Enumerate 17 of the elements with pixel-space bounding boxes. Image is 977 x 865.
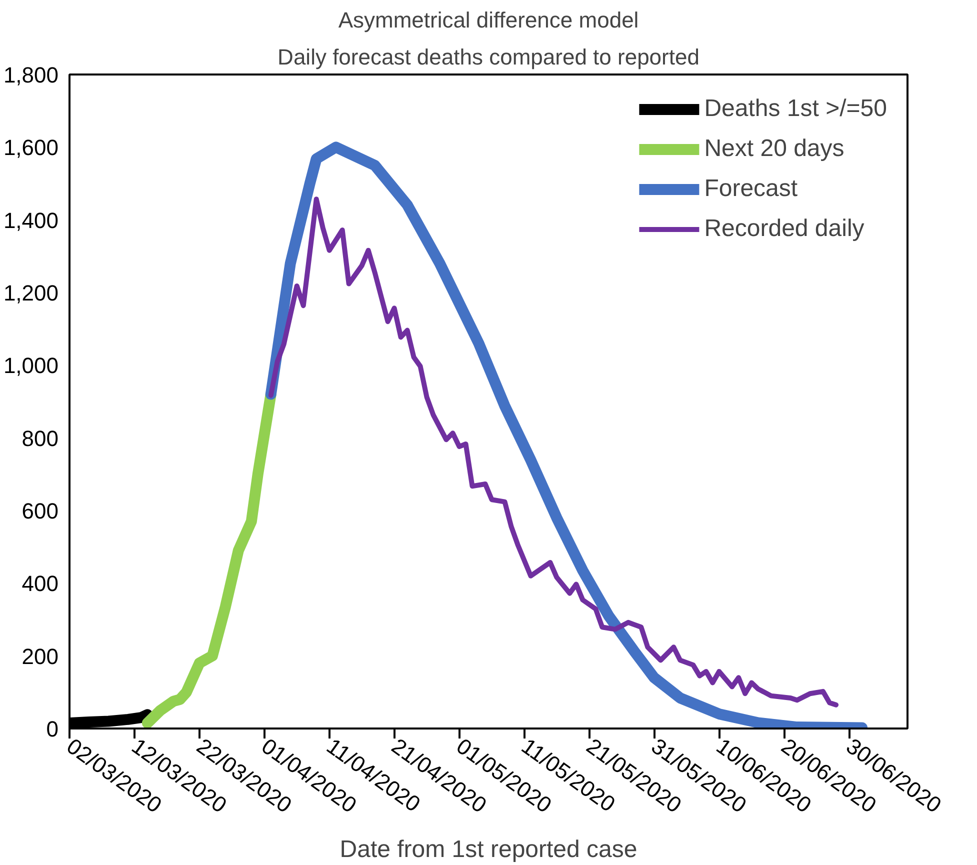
y-tick-label: 600 — [22, 498, 59, 524]
chart-title: Asymmetrical difference model — [338, 8, 639, 32]
y-tick-label: 1,800 — [3, 62, 59, 88]
y-tick-label: 400 — [22, 571, 59, 596]
x-axis-title: Date from 1st reported case — [340, 836, 638, 863]
y-tick-label: 800 — [22, 426, 59, 451]
y-tick-label: 1,200 — [3, 280, 59, 306]
legend-label: Forecast — [704, 175, 798, 203]
y-tick-label: 1,000 — [3, 353, 59, 378]
y-tick-label: 0 — [46, 716, 59, 742]
chart-subtitle: Daily forecast deaths compared to reported — [278, 44, 700, 70]
y-tick-label: 200 — [22, 644, 59, 669]
legend-label: Recorded daily — [704, 215, 864, 243]
legend-label: Deaths 1st >/=50 — [704, 95, 887, 123]
legend-label: Next 20 days — [704, 135, 844, 163]
y-tick-label: 1,400 — [3, 208, 59, 233]
y-tick-label: 1,600 — [3, 135, 59, 160]
